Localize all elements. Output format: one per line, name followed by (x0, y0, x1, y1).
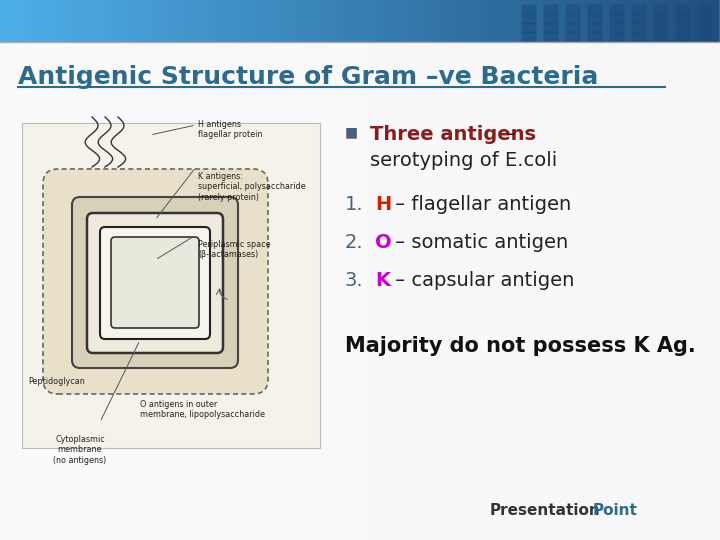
Text: – somatic antigen: – somatic antigen (389, 233, 568, 252)
FancyBboxPatch shape (588, 23, 603, 33)
FancyBboxPatch shape (521, 23, 536, 33)
FancyBboxPatch shape (698, 23, 713, 33)
FancyBboxPatch shape (111, 237, 199, 328)
FancyBboxPatch shape (698, 4, 713, 16)
Text: Presentation: Presentation (490, 503, 600, 518)
FancyBboxPatch shape (610, 14, 624, 24)
FancyBboxPatch shape (565, 4, 580, 16)
FancyBboxPatch shape (588, 4, 603, 16)
FancyBboxPatch shape (610, 23, 624, 33)
Text: ■: ■ (345, 125, 358, 139)
Text: 3.: 3. (345, 271, 364, 290)
FancyBboxPatch shape (565, 31, 580, 43)
Text: Point: Point (593, 503, 638, 518)
Text: Peptidoglycan: Peptidoglycan (28, 377, 85, 386)
Text: K: K (375, 271, 390, 290)
Text: H: H (375, 195, 391, 214)
FancyBboxPatch shape (565, 14, 580, 24)
FancyBboxPatch shape (610, 4, 624, 16)
FancyBboxPatch shape (588, 31, 603, 43)
Text: 1.: 1. (345, 195, 364, 214)
Text: Majority do not possess K Ag.: Majority do not possess K Ag. (345, 336, 696, 356)
Text: serotyping of E.coli: serotyping of E.coli (370, 151, 557, 170)
FancyBboxPatch shape (654, 4, 668, 16)
FancyBboxPatch shape (544, 23, 559, 33)
Text: H antigens
flagellar protein: H antigens flagellar protein (198, 120, 262, 139)
Text: Cytoplasmic
membrane
(no antigens): Cytoplasmic membrane (no antigens) (53, 435, 107, 465)
FancyBboxPatch shape (72, 197, 238, 368)
FancyBboxPatch shape (521, 31, 536, 43)
FancyBboxPatch shape (544, 31, 559, 43)
FancyBboxPatch shape (565, 23, 580, 33)
Text: – capsular antigen: – capsular antigen (389, 271, 575, 290)
Text: 2.: 2. (345, 233, 364, 252)
Text: Three antigens: Three antigens (370, 125, 536, 144)
FancyBboxPatch shape (631, 31, 647, 43)
FancyBboxPatch shape (631, 4, 647, 16)
FancyBboxPatch shape (675, 23, 690, 33)
FancyBboxPatch shape (22, 123, 320, 448)
FancyBboxPatch shape (654, 31, 668, 43)
FancyBboxPatch shape (100, 227, 210, 339)
FancyBboxPatch shape (521, 4, 536, 16)
Text: Periplasmic space
(β-lactamases): Periplasmic space (β-lactamases) (198, 240, 271, 259)
FancyBboxPatch shape (654, 14, 668, 24)
Text: K antigens:
superficial, polysaccharide
(rarely protein): K antigens: superficial, polysaccharide … (198, 172, 305, 202)
Text: – flagellar antigen: – flagellar antigen (389, 195, 571, 214)
Text: Antigenic Structure of Gram –ve Bacteria: Antigenic Structure of Gram –ve Bacteria (18, 65, 598, 89)
FancyBboxPatch shape (43, 169, 268, 394)
FancyBboxPatch shape (521, 14, 536, 24)
Text: –: – (500, 125, 516, 144)
FancyBboxPatch shape (698, 14, 713, 24)
FancyBboxPatch shape (698, 31, 713, 43)
FancyBboxPatch shape (610, 31, 624, 43)
FancyBboxPatch shape (544, 4, 559, 16)
FancyBboxPatch shape (588, 14, 603, 24)
Text: O antigens in outer
membrane, lipopolysaccharide: O antigens in outer membrane, lipopolysa… (140, 400, 265, 420)
FancyBboxPatch shape (631, 23, 647, 33)
FancyBboxPatch shape (675, 31, 690, 43)
Text: O: O (375, 233, 392, 252)
FancyBboxPatch shape (544, 14, 559, 24)
FancyBboxPatch shape (654, 23, 668, 33)
FancyBboxPatch shape (675, 14, 690, 24)
FancyBboxPatch shape (87, 213, 223, 353)
FancyBboxPatch shape (675, 4, 690, 16)
FancyBboxPatch shape (631, 14, 647, 24)
